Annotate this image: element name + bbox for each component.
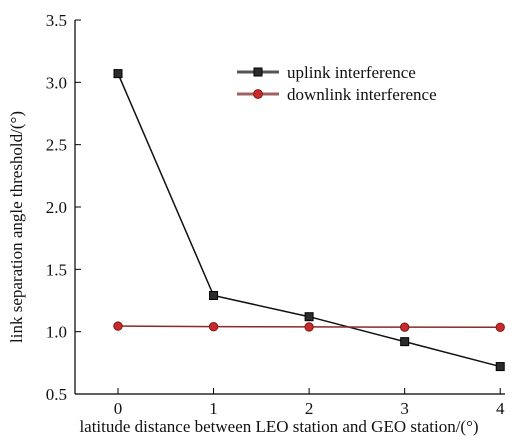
y-tick-label: 2.5 [46, 136, 67, 155]
uplink-data-point [304, 312, 314, 322]
y-tick-label: 1.0 [46, 323, 67, 342]
downlink-data-point [304, 322, 314, 332]
x-tick-label: 4 [496, 399, 505, 418]
legend-label-1: uplink interference [287, 63, 416, 82]
legend-marker-downlink [253, 89, 263, 99]
uplink-data-point [113, 69, 123, 79]
downlink-data-point [399, 322, 410, 332]
downlink-data-point [113, 321, 123, 331]
y-tick-label: 3.0 [46, 73, 67, 92]
y-tick-label: 3.5 [46, 11, 67, 30]
y-tick-label: 1.5 [46, 260, 67, 279]
legend-marker-uplink [253, 67, 263, 77]
x-axis-label: latitude distance between LEO station an… [79, 417, 478, 436]
y-axis-label: link separation angle threshold/(°) [7, 111, 26, 343]
y-tick-label: 0.5 [46, 385, 67, 404]
downlink-data-point [208, 321, 219, 332]
uplink-data-point [209, 291, 219, 301]
y-tick-label: 2.0 [46, 198, 67, 217]
x-tick-label: 0 [114, 399, 123, 418]
legend-label-2: downlink interference [287, 85, 437, 104]
series-layer [113, 69, 505, 372]
x-tick-label: 1 [209, 399, 218, 418]
uplink-data-point [495, 362, 505, 372]
x-tick-label: 3 [400, 399, 409, 418]
x-tick-label: 2 [305, 399, 314, 418]
downlink-data-point [495, 322, 505, 333]
legend: uplink interference downlink interference [237, 63, 437, 104]
axes: 0.5 1.0 1.5 2.0 2.5 3.0 3.5 0 1 2 3 4 [46, 11, 505, 418]
uplink-data-point [400, 337, 410, 347]
